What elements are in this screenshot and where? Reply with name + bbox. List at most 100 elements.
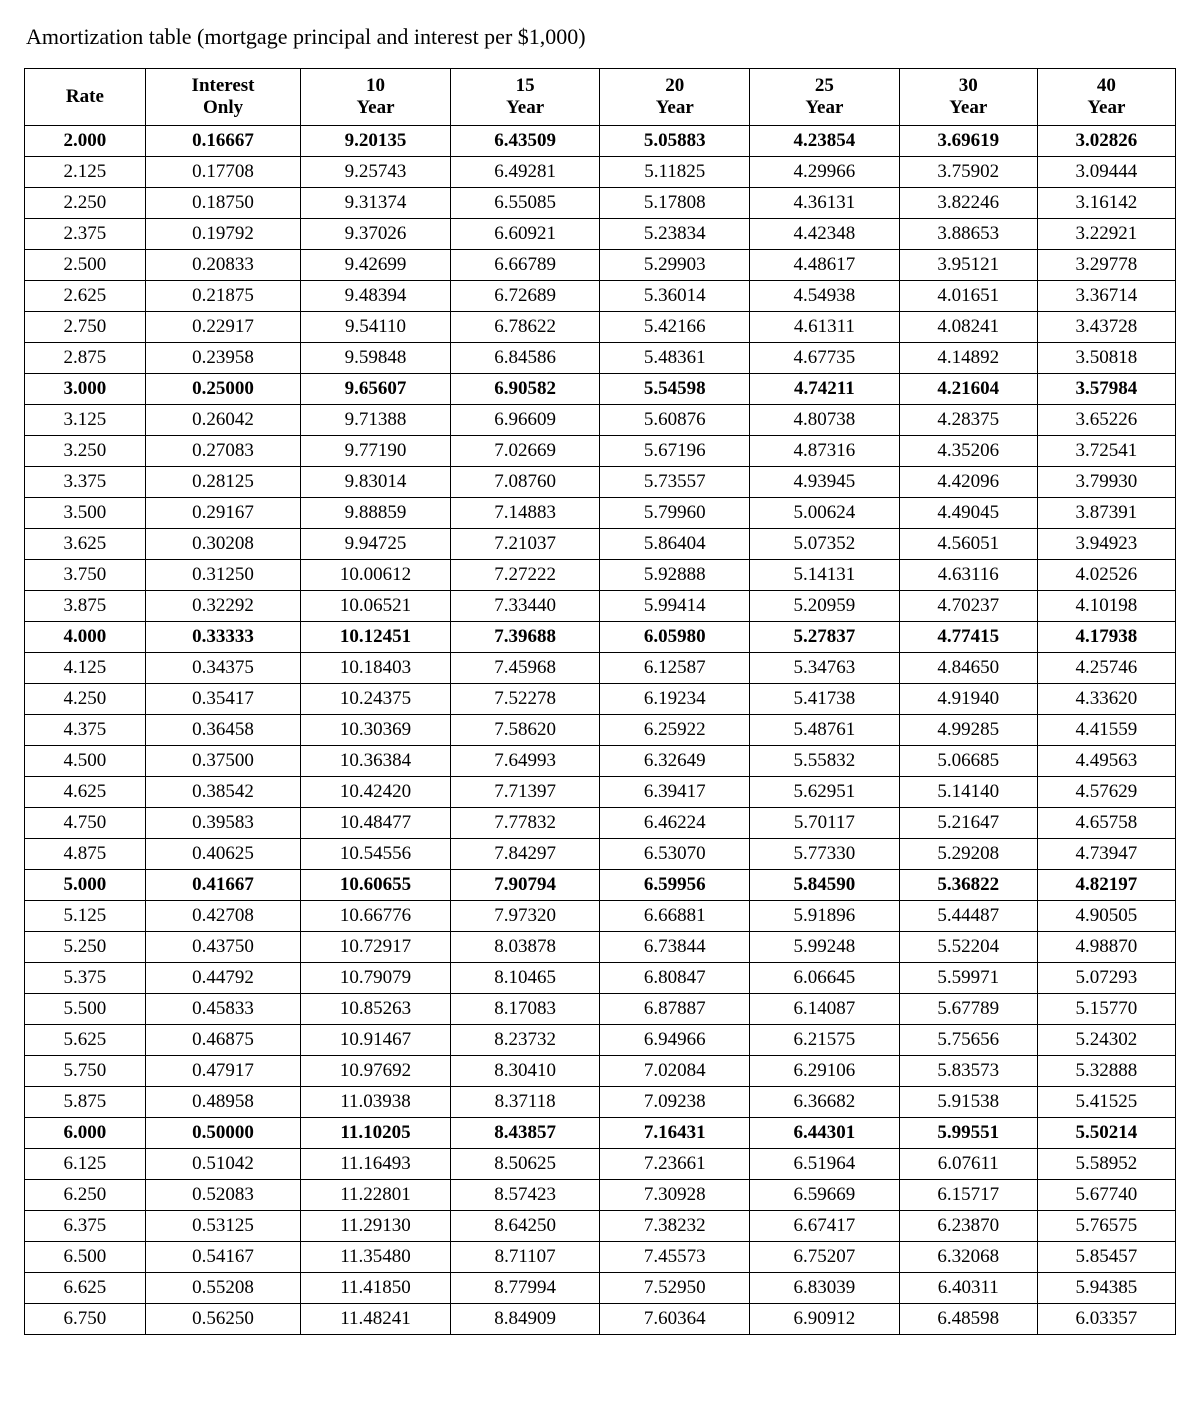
- table-row: 2.5000.208339.426996.667895.299034.48617…: [25, 249, 1176, 280]
- table-cell: 6.67417: [750, 1210, 900, 1241]
- table-cell: 6.49281: [450, 156, 600, 187]
- table-cell: 4.125: [25, 652, 146, 683]
- table-row: 3.0000.250009.656076.905825.545984.74211…: [25, 373, 1176, 404]
- table-cell: 5.11825: [600, 156, 750, 187]
- table-cell: 7.16431: [600, 1117, 750, 1148]
- column-header: 25Year: [750, 69, 900, 126]
- table-cell: 3.95121: [899, 249, 1037, 280]
- table-cell: 3.375: [25, 466, 146, 497]
- table-cell: 6.32649: [600, 745, 750, 776]
- table-cell: 6.51964: [750, 1148, 900, 1179]
- table-cell: 0.35417: [145, 683, 300, 714]
- table-cell: 3.65226: [1037, 404, 1175, 435]
- table-cell: 6.59956: [600, 869, 750, 900]
- table-row: 3.2500.270839.771907.026695.671964.87316…: [25, 435, 1176, 466]
- table-cell: 4.875: [25, 838, 146, 869]
- table-cell: 6.73844: [600, 931, 750, 962]
- table-cell: 3.500: [25, 497, 146, 528]
- table-cell: 11.10205: [301, 1117, 451, 1148]
- column-header: InterestOnly: [145, 69, 300, 126]
- table-cell: 5.20959: [750, 590, 900, 621]
- table-cell: 6.250: [25, 1179, 146, 1210]
- table-cell: 8.10465: [450, 962, 600, 993]
- table-cell: 4.91940: [899, 683, 1037, 714]
- table-cell: 5.500: [25, 993, 146, 1024]
- table-cell: 11.16493: [301, 1148, 451, 1179]
- table-cell: 0.44792: [145, 962, 300, 993]
- table-cell: 5.29208: [899, 838, 1037, 869]
- table-row: 3.6250.302089.947257.210375.864045.07352…: [25, 528, 1176, 559]
- table-cell: 4.375: [25, 714, 146, 745]
- table-cell: 7.09238: [600, 1086, 750, 1117]
- table-cell: 3.57984: [1037, 373, 1175, 404]
- table-cell: 8.77994: [450, 1272, 600, 1303]
- table-cell: 10.24375: [301, 683, 451, 714]
- page-title: Amortization table (mortgage principal a…: [26, 24, 1176, 50]
- table-cell: 5.17808: [600, 187, 750, 218]
- table-cell: 0.33333: [145, 621, 300, 652]
- table-cell: 5.99414: [600, 590, 750, 621]
- table-cell: 8.23732: [450, 1024, 600, 1055]
- table-row: 2.6250.218759.483946.726895.360144.54938…: [25, 280, 1176, 311]
- table-cell: 6.29106: [750, 1055, 900, 1086]
- table-cell: 0.42708: [145, 900, 300, 931]
- table-cell: 9.65607: [301, 373, 451, 404]
- table-cell: 3.36714: [1037, 280, 1175, 311]
- table-cell: 6.06645: [750, 962, 900, 993]
- table-cell: 4.500: [25, 745, 146, 776]
- table-cell: 5.21647: [899, 807, 1037, 838]
- table-cell: 4.42348: [750, 218, 900, 249]
- table-cell: 6.000: [25, 1117, 146, 1148]
- table-cell: 4.35206: [899, 435, 1037, 466]
- column-header: Rate: [25, 69, 146, 126]
- table-row: 2.2500.187509.313746.550855.178084.36131…: [25, 187, 1176, 218]
- table-cell: 10.66776: [301, 900, 451, 931]
- table-cell: 7.45573: [600, 1241, 750, 1272]
- table-cell: 4.87316: [750, 435, 900, 466]
- table-cell: 7.27222: [450, 559, 600, 590]
- table-cell: 5.24302: [1037, 1024, 1175, 1055]
- table-cell: 0.37500: [145, 745, 300, 776]
- table-cell: 0.45833: [145, 993, 300, 1024]
- table-cell: 6.12587: [600, 652, 750, 683]
- column-header: 20Year: [600, 69, 750, 126]
- table-row: 5.8750.4895811.039388.371187.092386.3668…: [25, 1086, 1176, 1117]
- table-cell: 3.50818: [1037, 342, 1175, 373]
- table-cell: 5.29903: [600, 249, 750, 280]
- table-row: 4.1250.3437510.184037.459686.125875.3476…: [25, 652, 1176, 683]
- table-cell: 5.27837: [750, 621, 900, 652]
- table-row: 5.2500.4375010.729178.038786.738445.9924…: [25, 931, 1176, 962]
- table-cell: 4.57629: [1037, 776, 1175, 807]
- table-cell: 4.10198: [1037, 590, 1175, 621]
- table-cell: 5.375: [25, 962, 146, 993]
- table-cell: 7.23661: [600, 1148, 750, 1179]
- table-cell: 10.00612: [301, 559, 451, 590]
- table-cell: 6.60921: [450, 218, 600, 249]
- table-cell: 0.39583: [145, 807, 300, 838]
- table-row: 6.7500.5625011.482418.849097.603646.9091…: [25, 1303, 1176, 1334]
- table-cell: 6.05980: [600, 621, 750, 652]
- table-cell: 5.59971: [899, 962, 1037, 993]
- table-cell: 3.125: [25, 404, 146, 435]
- table-cell: 5.23834: [600, 218, 750, 249]
- table-cell: 2.750: [25, 311, 146, 342]
- table-cell: 7.52950: [600, 1272, 750, 1303]
- table-cell: 4.99285: [899, 714, 1037, 745]
- table-cell: 0.47917: [145, 1055, 300, 1086]
- table-cell: 3.87391: [1037, 497, 1175, 528]
- table-cell: 10.79079: [301, 962, 451, 993]
- table-cell: 4.25746: [1037, 652, 1175, 683]
- table-cell: 8.64250: [450, 1210, 600, 1241]
- table-cell: 4.23854: [750, 125, 900, 156]
- table-cell: 5.50214: [1037, 1117, 1175, 1148]
- table-cell: 6.21575: [750, 1024, 900, 1055]
- table-cell: 7.30928: [600, 1179, 750, 1210]
- table-cell: 0.29167: [145, 497, 300, 528]
- table-cell: 4.98870: [1037, 931, 1175, 962]
- table-cell: 0.52083: [145, 1179, 300, 1210]
- table-cell: 0.53125: [145, 1210, 300, 1241]
- table-cell: 4.49563: [1037, 745, 1175, 776]
- table-cell: 6.66881: [600, 900, 750, 931]
- table-cell: 3.22921: [1037, 218, 1175, 249]
- table-cell: 6.80847: [600, 962, 750, 993]
